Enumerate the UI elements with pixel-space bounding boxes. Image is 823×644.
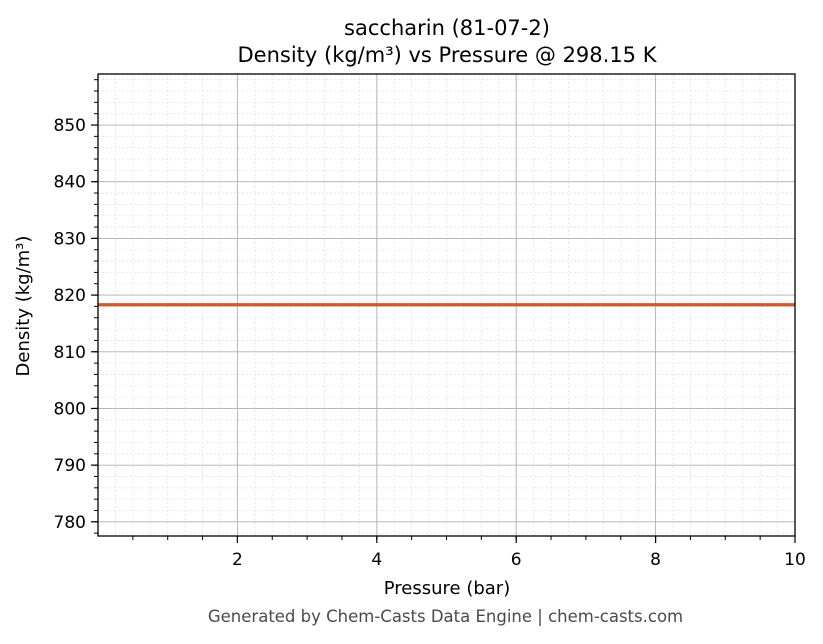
major-grid bbox=[98, 74, 796, 536]
x-tick-label: 8 bbox=[650, 550, 661, 570]
axis-ticks bbox=[91, 79, 796, 543]
x-tick-label: 10 bbox=[784, 550, 806, 570]
x-axis-label: Pressure (bar) bbox=[384, 578, 510, 599]
y-tick-label: 830 bbox=[54, 229, 86, 249]
y-tick-label: 810 bbox=[54, 343, 86, 363]
x-tick-label: 6 bbox=[511, 550, 522, 570]
footer-credit: Generated by Chem-Casts Data Engine | ch… bbox=[207, 607, 684, 626]
chart-title-line2: Density (kg/m³) vs Pressure @ 298.15 K bbox=[237, 43, 657, 67]
x-tick-label: 2 bbox=[232, 550, 243, 570]
chart-title-line1: saccharin (81-07-2) bbox=[344, 16, 550, 40]
y-tick-label: 840 bbox=[54, 173, 86, 193]
y-axis-label: Density (kg/m³) bbox=[13, 236, 34, 377]
y-tick-label: 820 bbox=[54, 286, 86, 306]
y-tick-label: 850 bbox=[54, 116, 86, 136]
y-tick-label: 800 bbox=[54, 399, 86, 419]
y-tick-label: 780 bbox=[54, 513, 86, 533]
x-tick-label: 4 bbox=[371, 550, 382, 570]
y-tick-label: 790 bbox=[54, 456, 86, 476]
